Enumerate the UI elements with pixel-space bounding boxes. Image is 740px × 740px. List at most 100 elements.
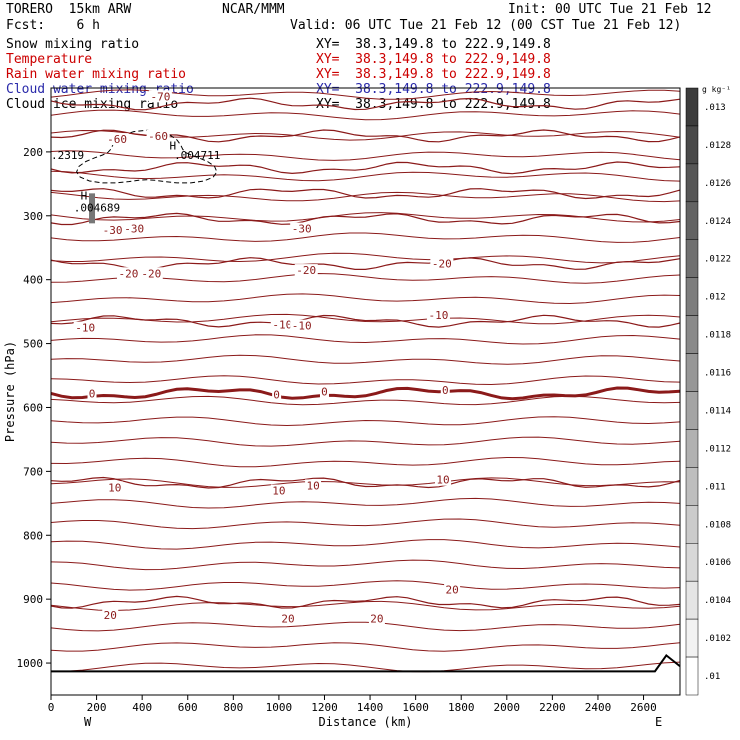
y-tick-label: 500 [23,338,43,351]
contour-label: 10 [306,479,319,492]
x-tick-label: 2000 [494,701,521,714]
temperature-contour-line [50,539,681,550]
header-init: Init: 00 UTC Tue 21 Feb 12 [508,2,712,17]
contour-label-bg [444,583,461,596]
temperature-contour--50 [50,161,681,175]
colorbar-cell [685,618,699,658]
temperature-contour-line [50,497,681,509]
x-tick-label: 1800 [448,701,475,714]
x-end-label-west: W [84,715,92,729]
contour-label-bg [270,318,294,331]
colorbar-cell [685,239,699,278]
colorbar-cell [685,656,699,696]
header-model: TORERO 15km ARW [6,2,132,17]
temperature-contour-line [50,416,681,427]
x-end-label-east: E [655,715,662,729]
contour-label-bg [290,319,314,332]
temperature-contour--10 [50,314,681,328]
colorbar-cell [685,163,699,203]
x-tick-label: 800 [223,701,243,714]
temperature-contour-line [50,89,681,100]
colorbar-cell [685,391,699,430]
temperature-contour-line [50,436,681,447]
colorbar-cell [685,543,699,582]
colorbar-tick-label: .0118 [704,331,731,341]
temperature-contour-20 [50,595,681,609]
contour-label-bg [290,222,314,235]
contour-label-bg [270,484,287,497]
rain-shading [89,193,96,224]
contour-label-bg [139,267,163,280]
contour-label-bg [272,388,282,401]
contour-label: -70 [150,90,170,103]
contour-label: 20 [281,612,294,625]
colorbar-unit: g kg⁻¹ [702,85,731,94]
contour-label-bg [280,612,297,625]
x-tick-label: 1000 [266,701,293,714]
x-tick-label: 1200 [311,701,338,714]
contour-label: 0 [442,384,449,397]
snow-mixing-contour [76,129,218,184]
x-tick-label: 0 [48,701,55,714]
temperature-contour--70 [50,97,681,111]
colorbar-cell [685,315,699,354]
contour-label: 10 [272,485,285,498]
y-tick-label: 300 [23,210,43,223]
plot-frame [50,87,681,696]
colorbar-tick-label: .0112 [704,444,731,454]
colorbar-cell [685,467,699,506]
header-fcst: Fcst: 6 h [6,18,100,33]
temperature-contour-0 [50,386,681,401]
contour-label-bg [105,133,129,146]
x-tick-label: 2200 [539,701,566,714]
contour-label-bg [434,473,451,486]
contour-label: 10 [436,474,449,487]
x-tick-label: 1400 [357,701,384,714]
contour-label: -20 [119,267,139,280]
legend-xy-rain: XY= 38.3,149.8 to 222.9,149.8 [316,67,551,82]
temperature-contour-line [50,170,681,182]
header-org: NCAR/MMM [222,2,285,17]
temperature-contour--30 [50,212,681,226]
contour-label-bg [87,387,97,400]
background-contours [50,89,681,673]
contour-label: -60 [148,130,168,143]
colorbar-cell [685,505,699,544]
temperature-contour-line [50,642,681,652]
y-tick-label: 800 [23,529,43,542]
temperature-contour-line [50,191,681,203]
contour-label-bg [426,308,450,321]
temperature-contour-line [50,313,681,325]
temperature-contour-10 [50,476,681,489]
snow-max-label: H [81,189,88,202]
temperature-contour-line [50,293,681,305]
snow-max-label: H [170,140,177,153]
temperature-contour-line [50,109,681,121]
y-tick-label: 600 [23,401,43,414]
colorbar-tick-label: .01 [704,672,720,682]
colorbar-tick-label: .0122 [704,255,731,265]
contour-label: 0 [273,389,280,402]
colorbar-cell [685,125,699,165]
contour-label: 0 [89,387,96,400]
snow-max-label: .2319 [51,149,84,162]
colorbar-tick-label: .012 [704,293,726,303]
snow-max-label: .004711 [174,149,220,162]
colorbar-tick-label: .0106 [704,558,731,568]
contour-label: 10 [108,481,121,494]
colorbar-cell [685,580,699,620]
temperature-contour--40 [50,188,681,200]
contour-label-bg [101,223,125,236]
temperature-contour-line [50,580,681,591]
temperature-contour-line [50,456,681,468]
contour-label-bg [122,222,146,235]
x-tick-label: 1600 [402,701,429,714]
colorbar-tick-label: .011 [704,482,726,492]
contour-label-bg [106,481,123,494]
contour-label-bg [294,264,318,277]
contour-label: -10 [428,309,448,322]
contour-label: -30 [103,224,123,237]
temperature-contour-line [50,252,681,264]
legend-label-rain: Rain water mixing ratio [6,67,187,82]
y-tick-label: 400 [23,274,43,287]
